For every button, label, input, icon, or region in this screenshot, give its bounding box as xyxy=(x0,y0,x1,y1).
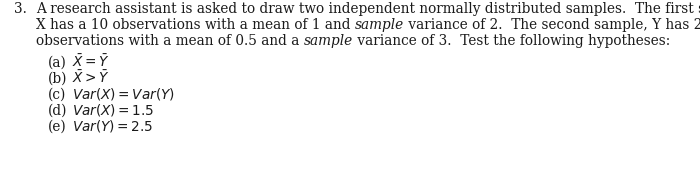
Text: variance of 2.  The second sample, Y has 20: variance of 2. The second sample, Y has … xyxy=(404,18,700,32)
Text: observations with a mean of 0.5 and a: observations with a mean of 0.5 and a xyxy=(36,34,304,48)
Text: $\bar{X} = \bar{Y}$: $\bar{X} = \bar{Y}$ xyxy=(72,53,110,70)
Text: $\bar{X} > \bar{Y}$: $\bar{X} > \bar{Y}$ xyxy=(72,69,110,86)
Text: $\mathit{Var}(Y) = 2.5$: $\mathit{Var}(Y) = 2.5$ xyxy=(72,118,153,134)
Text: variance of 3.  Test the following hypotheses:: variance of 3. Test the following hypoth… xyxy=(353,34,671,48)
Text: (c): (c) xyxy=(48,88,66,102)
Text: (a): (a) xyxy=(48,56,67,70)
Text: $\mathit{Var}(X) = \mathit{Var}(Y)$: $\mathit{Var}(X) = \mathit{Var}(Y)$ xyxy=(72,86,175,102)
Text: 3.: 3. xyxy=(14,2,27,16)
Text: (e): (e) xyxy=(48,120,66,134)
Text: (b): (b) xyxy=(48,72,67,86)
Text: A research assistant is asked to draw two independent normally distributed sampl: A research assistant is asked to draw tw… xyxy=(36,2,700,16)
Text: sample: sample xyxy=(304,34,353,48)
Text: X has a 10 observations with a mean of 1 and: X has a 10 observations with a mean of 1… xyxy=(36,18,355,32)
Text: (d): (d) xyxy=(48,104,67,118)
Text: $\mathit{Var}(X) = 1.5$: $\mathit{Var}(X) = 1.5$ xyxy=(72,102,155,118)
Text: sample: sample xyxy=(355,18,404,32)
